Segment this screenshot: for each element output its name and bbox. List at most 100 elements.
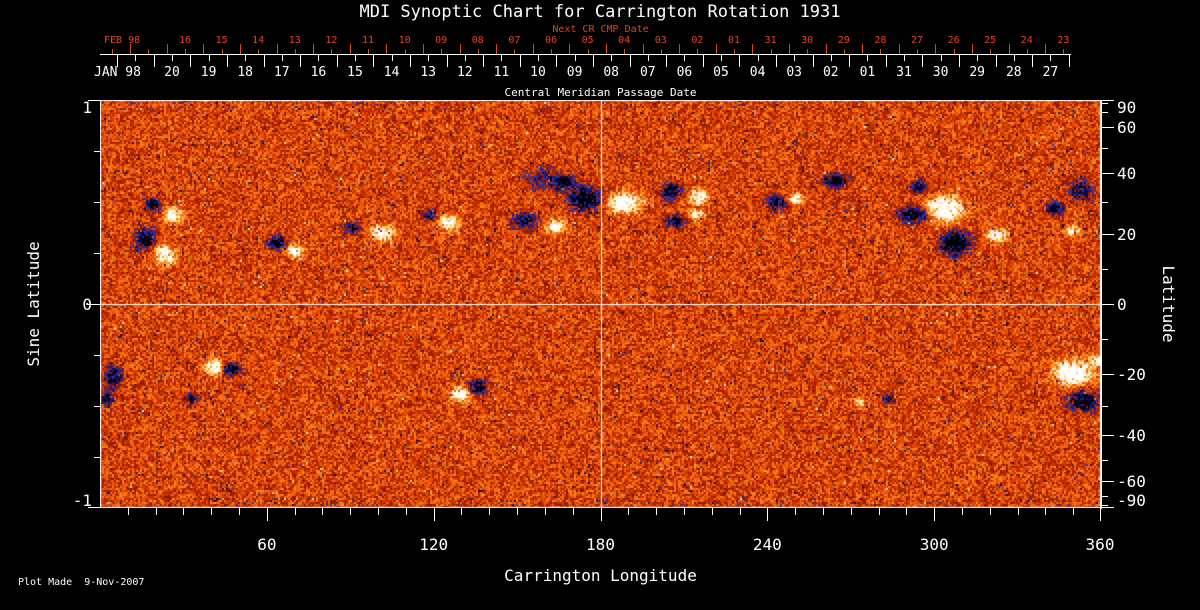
tick: [935, 44, 937, 54]
tick: [221, 49, 223, 54]
tick: [441, 49, 443, 54]
tick: [734, 49, 735, 54]
tick: [322, 508, 324, 515]
tick: [405, 508, 407, 515]
tick: [1102, 481, 1114, 482]
tick: [1008, 44, 1010, 54]
latitude-tick-label: -60: [1117, 472, 1146, 491]
tick: [1102, 127, 1114, 128]
tick: [1045, 508, 1047, 515]
tick: [88, 100, 100, 101]
tick: [1050, 55, 1052, 61]
tick: [592, 55, 594, 67]
tick: [906, 508, 908, 515]
tick: [94, 406, 100, 407]
tick: [514, 49, 516, 54]
tick: [569, 44, 571, 54]
next-cr-date-label: 25: [984, 35, 997, 46]
tick: [94, 253, 100, 254]
cmp-date-label: 09: [566, 65, 583, 80]
cmp-date-label: 17: [273, 65, 290, 80]
tick: [153, 55, 155, 67]
right-axis-title: Latitude: [1159, 265, 1178, 343]
tick: [1102, 339, 1108, 340]
latitude-tick-label: -20: [1117, 365, 1146, 384]
tick: [94, 151, 100, 152]
tick: [961, 508, 963, 515]
cmp-date-label: 13: [420, 65, 437, 80]
next-cr-date-label: 07: [508, 35, 521, 46]
tick: [1032, 55, 1034, 67]
tick: [922, 55, 924, 67]
tick: [757, 55, 759, 61]
cmp-date-label: 04: [749, 65, 766, 80]
tick: [822, 508, 824, 515]
longitude-tick-label: 360: [1085, 535, 1115, 554]
tick: [1102, 374, 1114, 375]
tick: [519, 55, 521, 67]
next-cr-date-label: 05: [581, 35, 594, 46]
cmp-date-label: 20: [164, 65, 180, 80]
tick: [517, 508, 519, 515]
left-axis-title: Sine Latitude: [24, 241, 43, 367]
tick: [501, 55, 503, 61]
tick: [1102, 234, 1114, 235]
tick: [656, 508, 658, 515]
tick: [679, 44, 681, 54]
tick: [849, 55, 851, 67]
tick: [1102, 100, 1114, 101]
tick: [538, 55, 539, 61]
cmp-date-label: 08: [603, 65, 620, 80]
cmp-date-label: 11: [493, 65, 510, 80]
tick: [263, 55, 265, 67]
tick: [958, 55, 960, 67]
tick: [496, 44, 498, 54]
next-cr-date-label: 11: [361, 35, 375, 46]
tick: [336, 55, 338, 67]
sine-latitude-tick-label: 0: [82, 295, 92, 314]
tick: [752, 44, 754, 54]
cmp-date-label: 16: [310, 65, 327, 80]
tick: [422, 44, 424, 54]
magnetogram-canvas: [100, 100, 1101, 508]
tick: [611, 55, 613, 61]
tick: [428, 55, 430, 61]
next-cr-date-label: 13: [288, 35, 301, 46]
tick: [898, 44, 900, 54]
tick: [572, 508, 574, 515]
plot-made-note: Plot Made 9-Nov-2007: [18, 577, 145, 588]
next-cr-date-label: 15: [215, 35, 228, 46]
tick: [1026, 49, 1028, 54]
tick: [239, 508, 241, 515]
tick: [767, 508, 769, 521]
tick: [461, 508, 463, 515]
tick: [464, 55, 466, 61]
tick: [1102, 505, 1108, 506]
tick: [378, 508, 380, 515]
tick: [294, 508, 296, 515]
tick: [100, 54, 1071, 55]
tick: [135, 55, 137, 61]
tick: [990, 49, 992, 54]
tick: [807, 49, 809, 54]
tick: [172, 55, 173, 61]
tick: [94, 355, 100, 356]
tick: [628, 508, 630, 515]
tick: [294, 49, 296, 54]
tick: [1102, 460, 1108, 461]
tick: [850, 508, 852, 515]
tick: [349, 44, 351, 54]
cmp-date-label: 07: [639, 65, 656, 80]
next-cr-date-label: 08: [471, 35, 484, 46]
next-cr-date-label: 23: [1057, 35, 1070, 46]
tick: [977, 55, 979, 61]
tick: [1102, 496, 1108, 497]
tick: [775, 55, 777, 67]
next-cr-date-label: 31: [764, 35, 777, 46]
tick: [862, 44, 864, 54]
tick: [551, 49, 552, 54]
tick: [971, 44, 973, 54]
next-cr-date-label: 01: [727, 35, 741, 46]
next-cr-date-label: 16: [178, 35, 192, 46]
tick: [1101, 100, 1102, 509]
